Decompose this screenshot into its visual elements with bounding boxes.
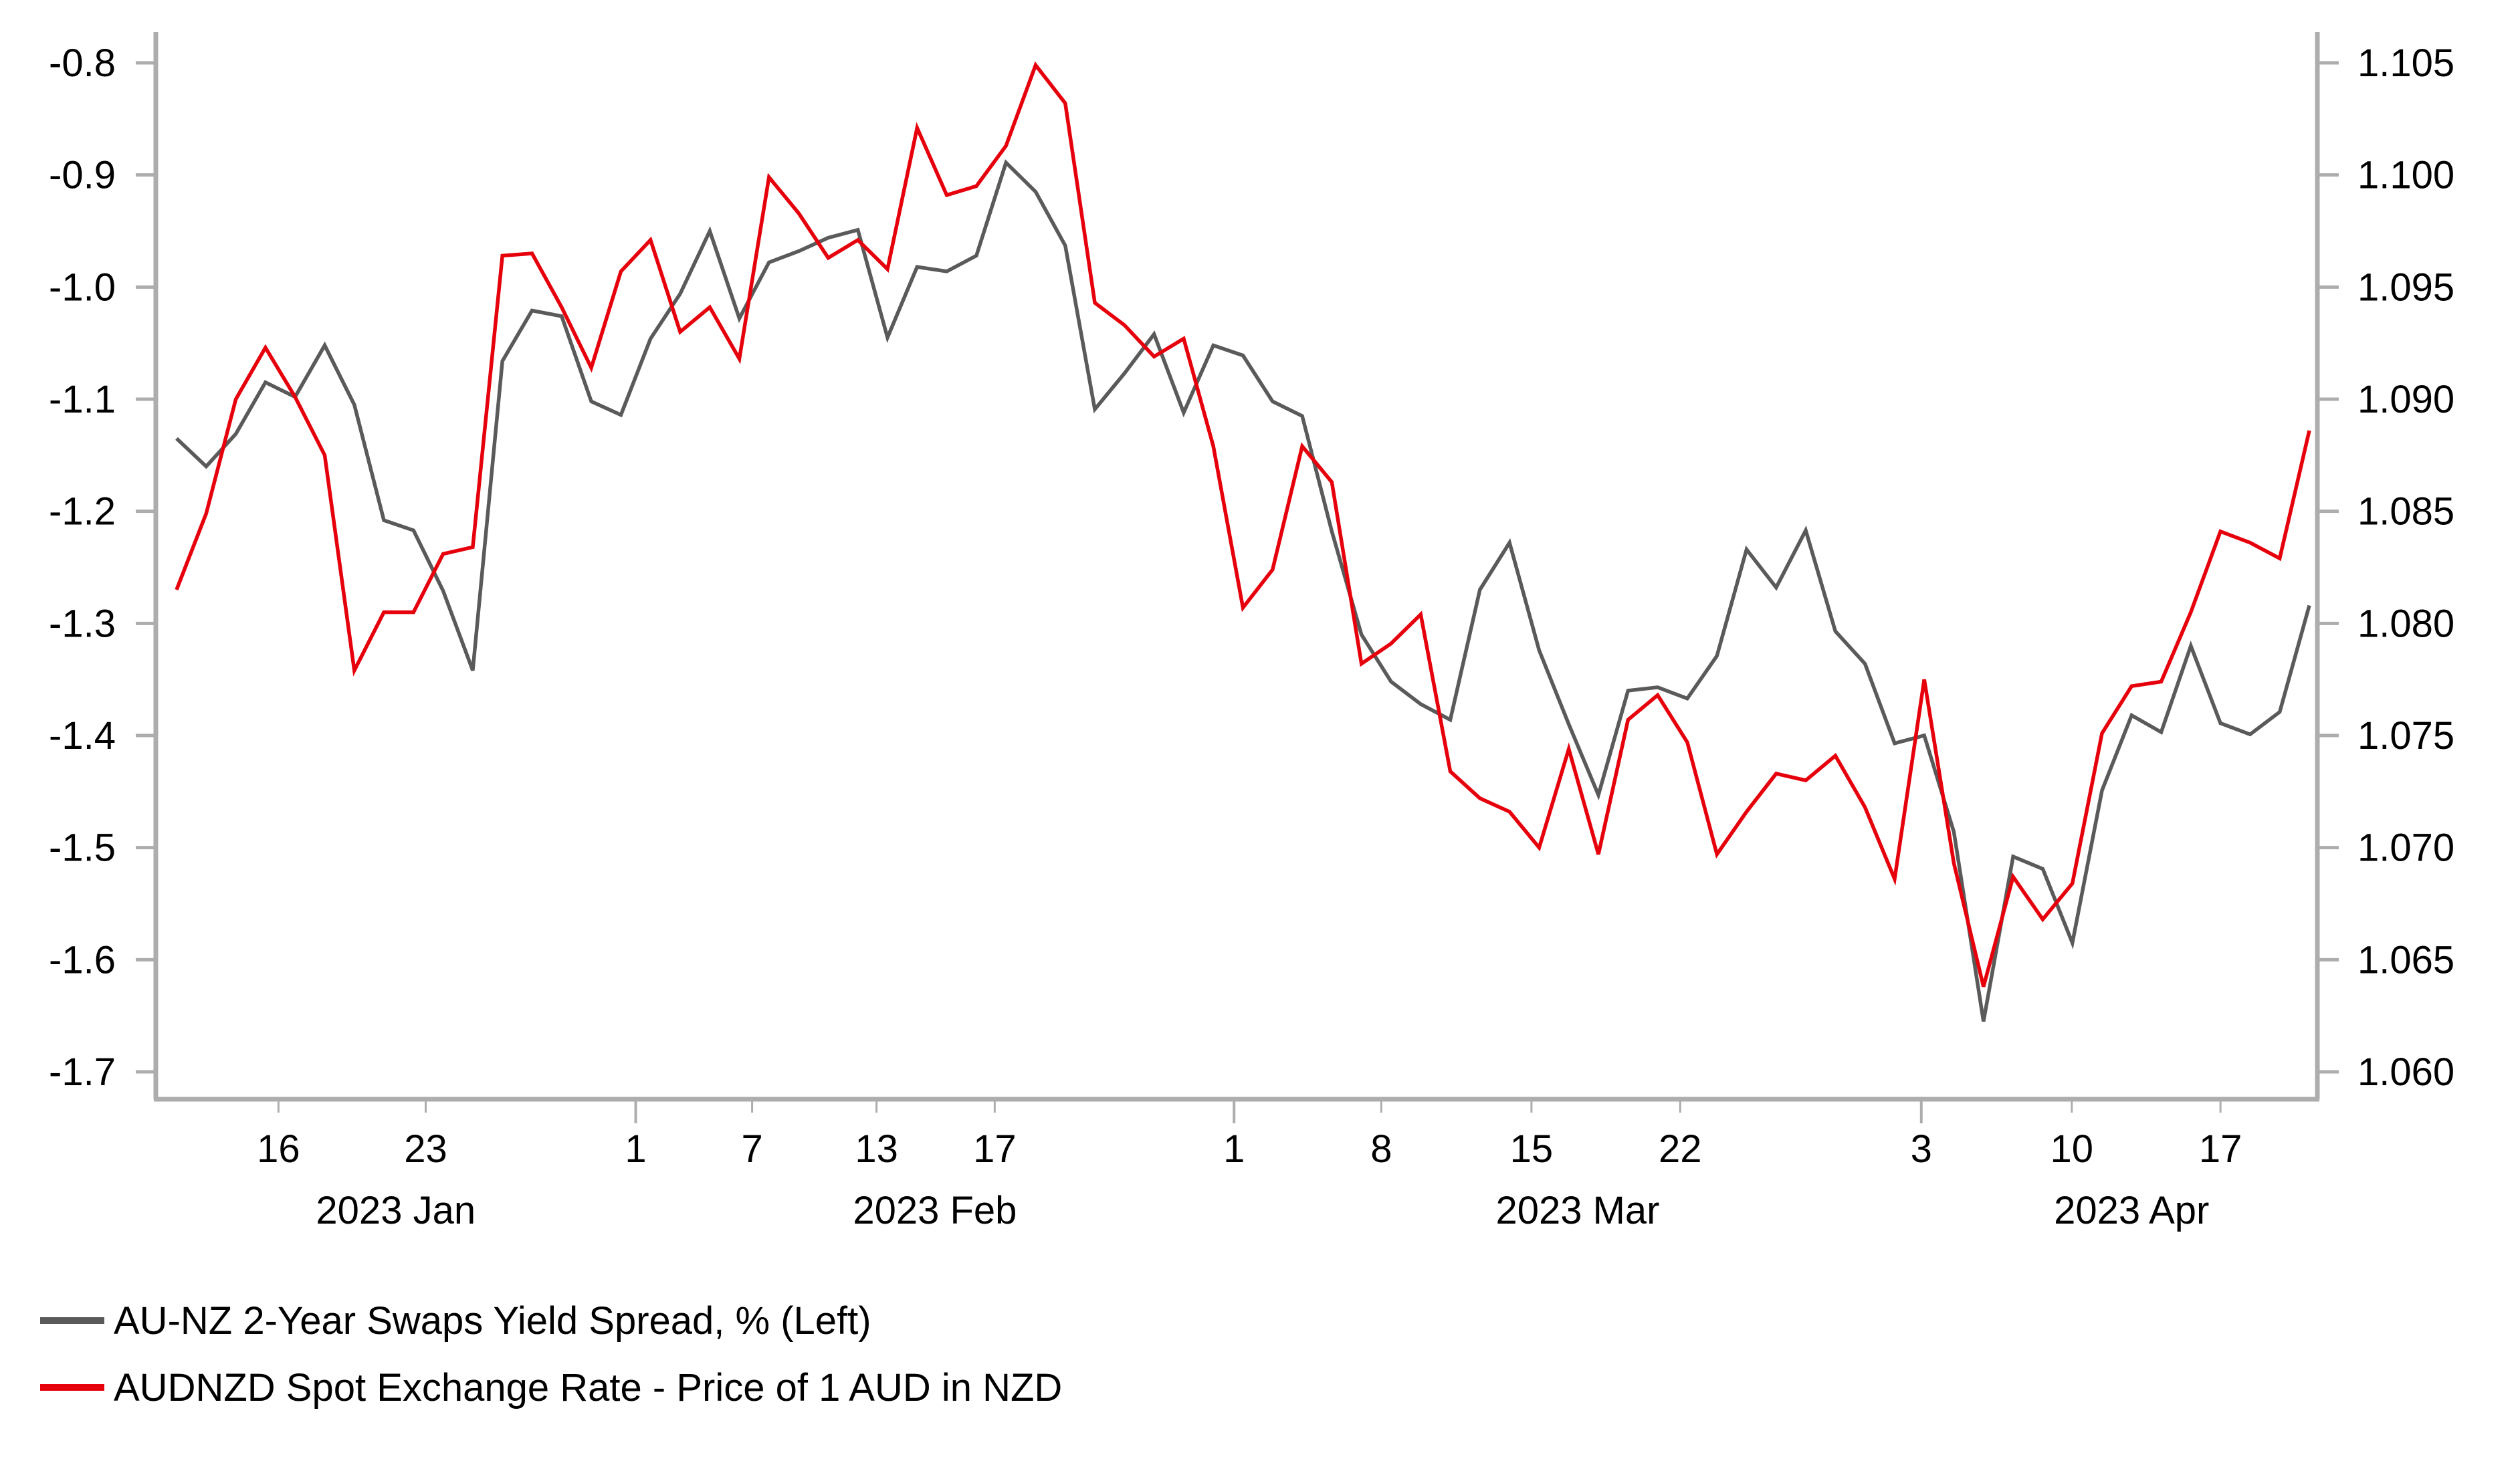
points-audnzd xyxy=(177,65,2309,986)
legend-item-yield-spread: AU-NZ 2-Year Swaps Yield Spread, % (Left… xyxy=(40,1287,1062,1354)
x-tick-label: 8 xyxy=(1370,1127,1392,1171)
left-tick-label: -1.5 xyxy=(49,826,116,870)
x-tick-label: 17 xyxy=(973,1127,1017,1171)
axes xyxy=(136,32,2339,1123)
points-yield-spread xyxy=(177,162,2309,1022)
left-tick-label: -0.8 xyxy=(49,41,116,85)
month-label: 2023 Mar xyxy=(1495,1189,1659,1232)
legend-label-yield-spread: AU-NZ 2-Year Swaps Yield Spread, % (Left… xyxy=(114,1298,871,1343)
left-tick-label: -1.4 xyxy=(49,714,116,758)
x-tick-label: 13 xyxy=(855,1127,898,1171)
left-tick-label: -1.3 xyxy=(49,602,116,645)
left-tick-label: -1.0 xyxy=(49,265,116,309)
left-tick-label: -1.6 xyxy=(49,938,116,982)
x-tick-label: 16 xyxy=(257,1127,300,1171)
right-tick-label: 1.105 xyxy=(2357,41,2454,85)
x-tick-label: 17 xyxy=(2199,1127,2242,1171)
x-tick-label: 15 xyxy=(1510,1127,1554,1171)
x-tick-label: 23 xyxy=(404,1127,447,1171)
month-label: 2023 Apr xyxy=(2054,1189,2209,1232)
right-tick-label: 1.075 xyxy=(2357,714,2454,758)
left-tick-label: -1.2 xyxy=(49,490,116,534)
right-tick-label: 1.070 xyxy=(2357,826,2454,870)
right-tick-label: 1.085 xyxy=(2357,490,2454,534)
x-tick-label: 7 xyxy=(741,1127,762,1171)
legend: AU-NZ 2-Year Swaps Yield Spread, % (Left… xyxy=(40,1287,1062,1421)
legend-swatch-audnzd xyxy=(40,1384,104,1391)
left-tick-label: -1.1 xyxy=(49,378,116,421)
legend-label-audnzd: AUDNZD Spot Exchange Rate - Price of 1 A… xyxy=(114,1365,1063,1409)
series-line-yield-spread xyxy=(175,159,2311,1022)
right-tick-label: 1.060 xyxy=(2357,1050,2454,1094)
right-tick-label: 1.080 xyxy=(2357,602,2454,645)
x-tick-label: 3 xyxy=(1911,1127,1932,1171)
series-layer xyxy=(175,61,2311,1022)
left-tick-label: -1.7 xyxy=(49,1050,116,1094)
legend-item-audnzd: AUDNZD Spot Exchange Rate - Price of 1 A… xyxy=(40,1354,1062,1421)
month-label: 2023 Feb xyxy=(853,1189,1017,1232)
right-tick-label: 1.065 xyxy=(2357,938,2454,982)
month-label: 2023 Jan xyxy=(316,1189,476,1232)
chart: -0.8 -0.9 -1.0 -1.1 -1.2 -1.3 -1.4 -1.5 -1.6 -1.7… xyxy=(49,32,2454,1232)
x-tick-label: 1 xyxy=(1223,1127,1245,1171)
left-tick-label: -0.9 xyxy=(49,154,116,197)
right-tick-label: 1.100 xyxy=(2357,154,2454,197)
right-tick-label: 1.095 xyxy=(2357,265,2454,309)
x-tick-label: 10 xyxy=(2051,1127,2094,1171)
legend-swatch-yield-spread xyxy=(40,1317,104,1324)
x-tick-label: 1 xyxy=(625,1127,646,1171)
x-tick-label: 22 xyxy=(1659,1127,1702,1171)
tick-labels: -0.8 -0.9 -1.0 -1.1 -1.2 -1.3 -1.4 -1.5 -1.6 -1.7… xyxy=(49,41,2454,1232)
series-line-audnzd xyxy=(175,61,2311,988)
right-tick-label: 1.090 xyxy=(2357,378,2454,421)
